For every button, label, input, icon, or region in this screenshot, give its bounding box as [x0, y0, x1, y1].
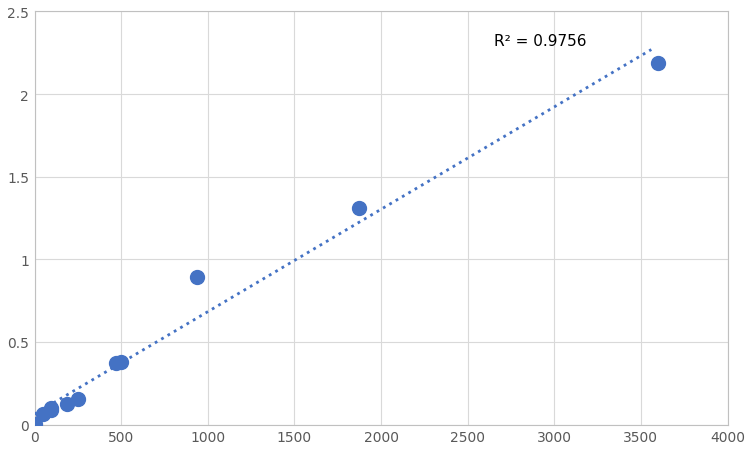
Point [45, 405, 57, 412]
Point [353, 205, 365, 212]
Point [652, 60, 664, 67]
Point [191, 273, 203, 281]
Text: R² = 0.9756: R² = 0.9756 [493, 34, 586, 49]
Point [29, 420, 41, 428]
Point [37, 410, 49, 418]
Point [71, 396, 83, 403]
Point [110, 359, 122, 366]
Point [45, 407, 57, 414]
Point [61, 400, 73, 408]
Point [115, 358, 127, 365]
